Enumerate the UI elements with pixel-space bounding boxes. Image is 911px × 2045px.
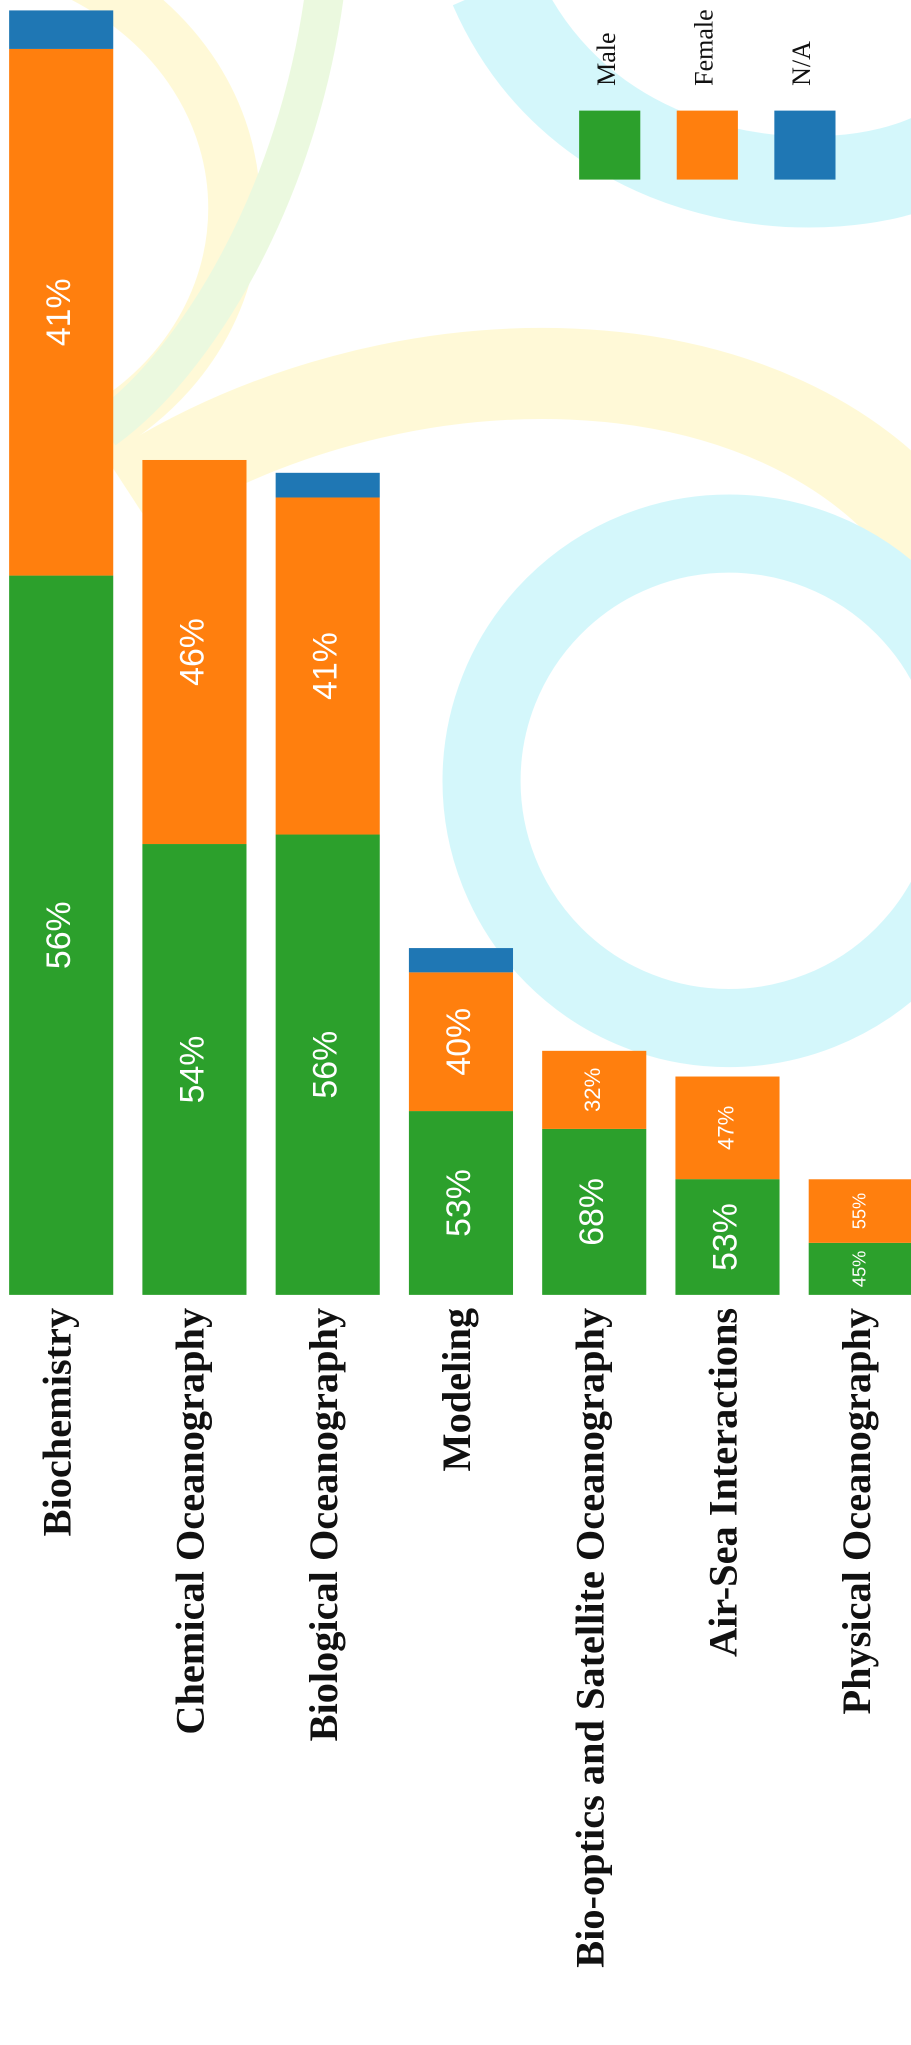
bar-segment [275,472,380,498]
legend-swatch [774,110,836,180]
value-label: 47% [713,1106,738,1150]
legend-swatch [676,110,738,180]
legend: Male Female N/A [579,9,836,180]
value-label: 55% [850,1193,870,1229]
bar-segment [9,10,114,49]
bar-segment [408,948,514,973]
bar-segment [9,48,114,576]
bar-segment [142,459,247,845]
bar-segment [275,834,380,1295]
value-label: 32% [580,1068,605,1112]
bar-segment [275,497,380,835]
legend-label: Male [592,32,621,85]
legend-label: N/A [787,41,816,86]
category-label: Air-Sea Interactions [701,1308,746,1657]
category-label: Modeling [434,1308,479,1472]
value-label: 56% [307,1031,345,1099]
category-label: Physical Oceanography [834,1308,879,1715]
category-label: Biological Oceanography [301,1308,346,1742]
value-label: 40% [440,1008,478,1076]
bar-segment [9,575,114,1295]
value-label: 41% [307,632,345,700]
value-label: 45% [850,1251,870,1287]
category-label: Bio-optics and Satellite Oceanography [567,1308,612,1968]
category-label: Chemical Oceanography [168,1308,213,1735]
value-label: 46% [173,618,211,686]
bar-segment [408,1111,514,1295]
bar-segment [142,844,247,1295]
bar-segment [808,1242,911,1295]
value-label: 54% [173,1036,211,1104]
plot-area: 56% 41% Biochemistry 54% 46% Chemical Oceanog… [9,10,911,1968]
value-label: 41% [40,278,78,346]
bar-segment [542,1050,647,1129]
bar-segment [808,1179,911,1243]
value-label: 53% [440,1169,478,1237]
value-label: 56% [40,901,78,969]
value-label: 53% [706,1203,744,1271]
legend-label: Female [690,9,719,86]
value-label: 68% [573,1178,611,1246]
category-label: Biochemistry [34,1308,79,1536]
bar-segment [675,1179,780,1295]
bar-segment [675,1076,780,1180]
bar-segment [408,972,514,1112]
legend-swatch [579,110,641,180]
bar-segment [542,1128,647,1295]
